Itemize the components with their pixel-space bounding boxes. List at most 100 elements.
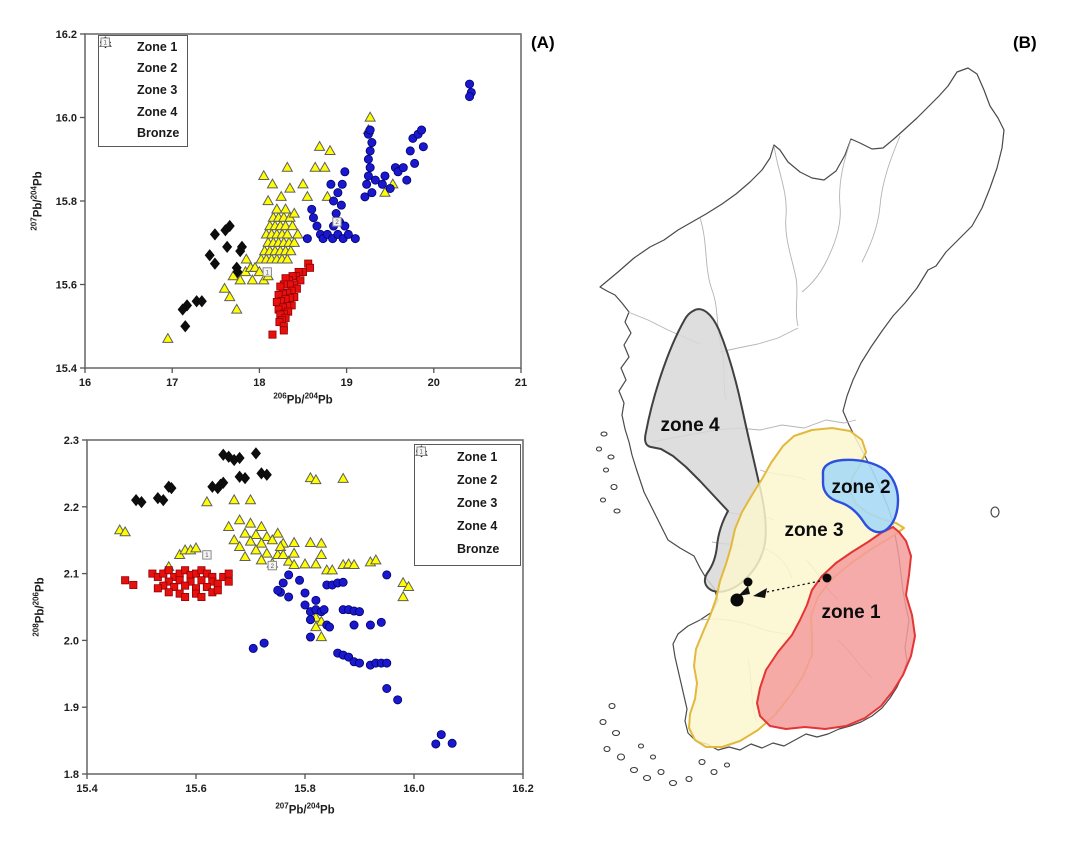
data-point-circle — [340, 221, 350, 231]
plot2-y-axis-title: 208Pb/206Pb — [31, 577, 47, 637]
site-dot-large[interactable] — [730, 593, 744, 607]
data-point-diamond — [136, 495, 147, 509]
data-point-triangle — [318, 161, 331, 172]
data-point-diamond — [261, 468, 272, 481]
x-tick-label: 18 — [253, 377, 265, 389]
y-tick-label: 15.4 — [56, 363, 78, 375]
series-bronze: 12 — [202, 550, 278, 571]
data-point-circle — [326, 179, 336, 189]
data-point-diamond — [250, 447, 261, 460]
data-point-circle — [362, 179, 372, 189]
y-tick-label: 2.2 — [64, 502, 79, 514]
y-tick-label: 16.0 — [56, 113, 77, 125]
data-point-triangle — [274, 540, 287, 551]
data-point-bronze: 1 — [262, 267, 272, 277]
data-point-triangle — [286, 219, 299, 231]
data-point-triangle — [315, 537, 328, 548]
bronze-square — [267, 560, 278, 571]
data-point-circle — [329, 196, 339, 206]
data-point-triangle — [250, 528, 262, 539]
data-point-circle — [336, 200, 346, 210]
data-point-triangle — [326, 564, 339, 575]
site-dot-small[interactable] — [743, 577, 753, 587]
data-point-circle — [305, 615, 315, 625]
data-point-triangle — [277, 548, 290, 559]
data-point-circle — [354, 658, 364, 668]
data-point-circle — [465, 92, 475, 102]
data-point-square — [164, 577, 173, 586]
data-point-square — [129, 580, 138, 589]
x-tick-label: 15.6 — [185, 783, 206, 795]
bronze-square — [202, 550, 212, 560]
data-point-triangle — [233, 513, 246, 525]
legend-item-zone3[interactable]: Zone 3 — [415, 445, 520, 514]
legend-item-zone4[interactable]: Zone 4 — [415, 445, 520, 538]
panel-b-label: (B) — [1013, 33, 1037, 52]
data-point-triangle — [310, 473, 322, 485]
data-point-square — [181, 581, 190, 590]
data-point-triangle — [240, 253, 253, 264]
data-point-square — [170, 582, 179, 591]
data-point-circle — [300, 600, 310, 610]
data-point-triangle — [275, 190, 288, 201]
data-point-triangle — [201, 495, 213, 507]
data-point-square — [164, 566, 173, 575]
legend-item-zone4[interactable]: Zone 4 — [99, 36, 187, 123]
data-point-triangle — [397, 590, 409, 602]
series-bronze: 12 — [262, 217, 342, 277]
data-point-triangle — [239, 550, 251, 561]
legend-item-bronze[interactable]: 1 Bronze — [99, 37, 187, 144]
legend-item-zone2[interactable]: Zone 2 — [415, 446, 520, 491]
data-point-triangle — [260, 547, 273, 558]
x-tick-label: 21 — [515, 377, 527, 389]
data-point-square — [181, 566, 190, 575]
data-point-triangle — [250, 544, 262, 555]
legend-item-zone2[interactable]: Zone 2 — [99, 37, 187, 80]
map-zone-2-region[interactable] — [821, 458, 900, 534]
data-point-triangle — [299, 558, 311, 569]
data-point-square — [224, 569, 233, 578]
data-point-square — [275, 318, 284, 327]
y-tick-label: 2.1 — [64, 569, 79, 581]
data-point-diamond — [236, 240, 247, 254]
data-point-triangle — [288, 558, 300, 570]
site-dot-zone1[interactable] — [822, 573, 832, 583]
data-point-circle — [417, 125, 427, 135]
data-point-diamond — [209, 228, 220, 241]
plot1-x-axis-title: 206Pb/204Pb — [273, 391, 333, 407]
bronze-digit: 2 — [335, 220, 339, 226]
legend-item-zone3[interactable]: Zone 3 — [99, 36, 187, 101]
data-point-diamond — [209, 257, 220, 270]
series-zone-1 — [268, 259, 314, 339]
data-point-circle — [436, 730, 446, 740]
data-point-triangle — [228, 533, 241, 545]
data-point-circle — [398, 163, 408, 173]
data-point-circle — [337, 179, 347, 189]
data-point-square — [153, 584, 162, 593]
data-point-circle — [319, 605, 329, 615]
legend-label: Zone 1 — [457, 449, 498, 464]
data-point-triangle — [309, 161, 322, 172]
provenance-arrowhead — [753, 588, 767, 598]
data-point-circle — [349, 620, 359, 630]
legend-item-zone1[interactable]: Zone 1 — [99, 36, 187, 58]
plot1-y-axis-title: 207Pb/204Pb — [29, 171, 45, 231]
y-tick-label: 16.2 — [56, 29, 77, 41]
map-zone-4-region[interactable] — [644, 308, 767, 593]
data-point-square — [305, 263, 314, 272]
data-point-bronze: 2 — [267, 560, 278, 571]
y-tick-label: 15.8 — [56, 196, 77, 208]
map-zone-1-label: zone 1 — [821, 602, 881, 623]
legend-item-zone1[interactable]: Zone 1 — [415, 445, 520, 468]
legend-item-bronze[interactable]: 1 Bronze — [415, 446, 520, 561]
data-point-circle — [360, 192, 370, 202]
data-point-triangle — [288, 236, 301, 247]
data-point-diamond — [166, 481, 177, 495]
data-point-circle — [284, 592, 294, 602]
data-point-circle — [367, 138, 377, 148]
data-point-diamond — [232, 265, 243, 279]
data-point-circle — [273, 585, 283, 595]
data-point-triangle — [260, 530, 273, 541]
small-arrowhead — [738, 586, 750, 596]
data-point-circle — [331, 209, 341, 219]
